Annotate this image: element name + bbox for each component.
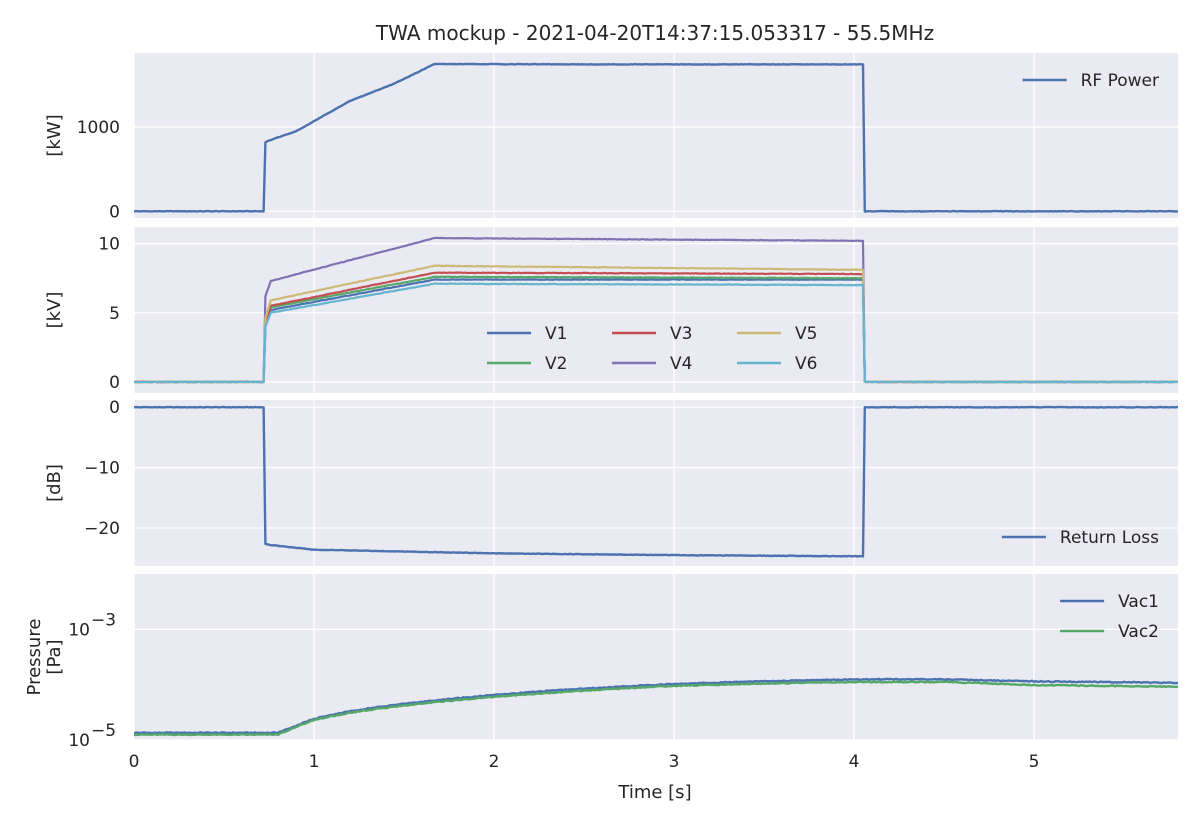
y-tick-label: −10 (84, 459, 120, 479)
y-tick-label: 0 (109, 202, 120, 222)
panel-1: 0 1000 [kW] RF Power (44, 53, 1178, 222)
legend-label: Return Loss (1060, 528, 1159, 548)
y-tick-label: −20 (84, 519, 120, 539)
panel-2: 0 5 10 [kV] V1 V2 V3 V4 V5 V6 (44, 227, 1178, 393)
plot-area (134, 53, 1178, 218)
panel-3: 0 −10 −20 [dB] Return Loss (44, 398, 1178, 566)
legend: RF Power (1022, 71, 1159, 91)
series-v6 (134, 282, 1178, 384)
plot-area (134, 227, 1178, 393)
y-axis-label: Pressure (24, 619, 45, 696)
series-rf-power (134, 62, 1178, 213)
x-tick-label: 2 (489, 752, 500, 772)
y-tick-label: 10 (98, 235, 120, 255)
x-tick-label: 3 (669, 752, 680, 772)
legend-label: V4 (670, 354, 692, 374)
y-axis-label: [Pa] (44, 639, 65, 674)
y-tick-label-exponent: −3 (91, 610, 116, 630)
y-tick-label: 0 (109, 373, 120, 393)
series-return-loss (134, 405, 1178, 558)
y-tick-label: 10 (68, 620, 90, 640)
y-axis-label: [kW] (44, 114, 65, 156)
x-tick-label: 4 (849, 752, 860, 772)
legend-label: V6 (795, 354, 817, 374)
y-tick-label-base: 10 (68, 731, 90, 751)
legend: V1 V2 V3 V4 V5 V6 (487, 324, 817, 374)
series-vac2 (134, 680, 1178, 737)
x-axis-label: Time [s] (617, 782, 691, 803)
legend-label: V2 (545, 354, 567, 374)
legend-label: V5 (795, 324, 817, 344)
x-tick-label: 5 (1029, 752, 1040, 772)
y-tick-label: 1000 (77, 118, 120, 138)
plot-area (134, 574, 1178, 740)
legend-label: RF Power (1081, 71, 1159, 91)
x-tick-label: 1 (309, 752, 320, 772)
y-tick-label: 10 (68, 731, 90, 751)
chart-title: TWA mockup - 2021-04-20T14:37:15.053317 … (375, 21, 934, 45)
y-tick-label: 5 (109, 304, 120, 324)
plot-area (134, 400, 1178, 566)
y-tick-label: 0 (109, 398, 120, 418)
x-tick-label: 0 (129, 752, 140, 772)
y-tick-label-exponent: −5 (91, 721, 116, 741)
legend-label: Vac1 (1118, 592, 1159, 612)
legend-label: Vac2 (1118, 622, 1159, 642)
legend-label: V1 (545, 324, 567, 344)
legend: Return Loss (1001, 528, 1159, 548)
legend-label: V3 (670, 324, 692, 344)
y-axis-label: [dB] (44, 464, 65, 502)
y-axis-label: [kV] (44, 292, 65, 329)
legend: Vac1 Vac2 (1060, 592, 1159, 642)
y-tick-label-base: 10 (68, 620, 90, 640)
